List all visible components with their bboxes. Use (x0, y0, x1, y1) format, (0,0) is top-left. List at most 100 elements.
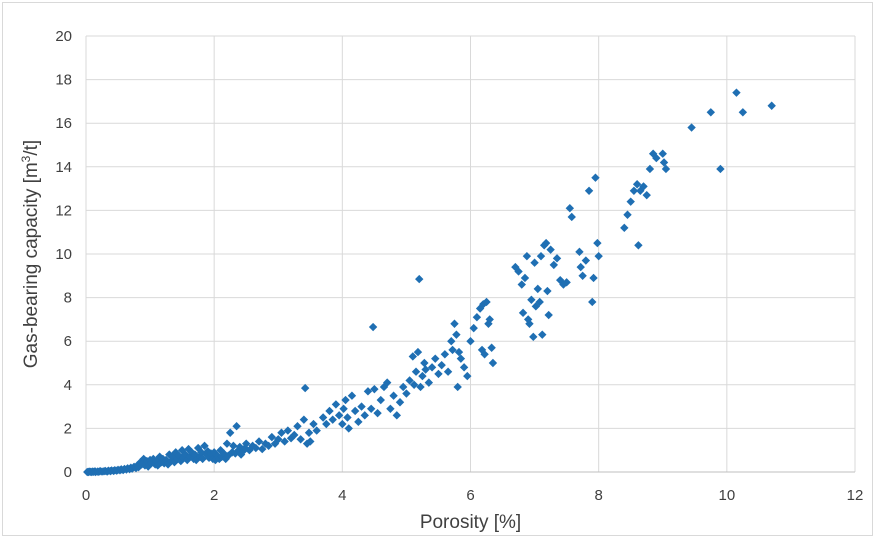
data-point (456, 354, 466, 363)
data-point (399, 382, 408, 392)
data-point (274, 435, 283, 444)
data-point (312, 426, 321, 435)
x-tick-label: 12 (847, 487, 864, 504)
data-point (738, 108, 748, 117)
data-point (634, 241, 643, 250)
x-tick-label: 8 (594, 487, 602, 504)
data-point (392, 411, 402, 420)
data-point (576, 262, 585, 272)
y-tick-label: 2 (64, 420, 72, 437)
data-point (652, 153, 661, 163)
data-point (469, 323, 478, 333)
data-point (411, 367, 421, 376)
data-point (594, 251, 603, 261)
data-point (472, 313, 482, 322)
data-point (541, 238, 551, 248)
data-point (415, 274, 424, 284)
data-point (299, 415, 309, 424)
data-point (408, 352, 418, 361)
data-point (636, 186, 645, 195)
data-point (357, 402, 366, 411)
data-point (535, 297, 544, 307)
data-point (382, 378, 392, 387)
data-point (549, 260, 559, 270)
y-axis-title: Gas-bearing capacity [m3/t] (19, 140, 42, 368)
data-point (565, 204, 575, 213)
data-point (405, 376, 414, 385)
data-point (174, 451, 184, 460)
y-tick-label: 16 (55, 115, 72, 132)
data-point (620, 223, 629, 233)
y-tick-label: 8 (64, 290, 72, 307)
data-point (334, 411, 344, 420)
data-point (591, 173, 600, 182)
data-point (450, 319, 459, 328)
data-point (225, 428, 235, 437)
y-tick-label: 18 (55, 72, 72, 89)
data-point (300, 383, 310, 393)
data-point (366, 404, 376, 413)
y-tick-label: 12 (55, 202, 72, 219)
data-point (448, 345, 457, 355)
x-axis-title: Porosity [%] (420, 512, 521, 533)
data-point (421, 365, 430, 374)
data-point (520, 273, 530, 283)
data-point (434, 369, 443, 379)
data-point (447, 337, 456, 346)
data-point (251, 443, 261, 453)
x-tick-label: 10 (718, 487, 735, 504)
gridlines (85, 35, 856, 472)
data-point (706, 108, 716, 117)
data-point (658, 149, 667, 158)
data-point (552, 254, 562, 263)
data-point (626, 197, 635, 206)
data-point (629, 186, 639, 195)
data-point (343, 413, 352, 422)
data-point (581, 256, 591, 265)
data-point (424, 378, 434, 387)
data-point (328, 415, 337, 424)
data-point (304, 428, 314, 437)
data-point (373, 408, 382, 418)
data-point (452, 330, 461, 339)
data-point (536, 251, 546, 261)
data-point (482, 297, 491, 307)
data-point (325, 406, 334, 416)
data-point (306, 437, 315, 446)
data-point (562, 278, 571, 287)
data-point (322, 419, 331, 429)
data-point (159, 459, 169, 468)
data-point (389, 391, 398, 400)
data-point (623, 210, 632, 219)
data-point (522, 251, 532, 261)
data-point (222, 439, 232, 448)
y-tick-label: 10 (55, 246, 72, 263)
data-point (578, 271, 587, 280)
data-point (546, 245, 555, 254)
data-point (242, 439, 251, 448)
data-point (463, 371, 472, 381)
data-point (645, 164, 655, 174)
data-point (341, 395, 350, 405)
data-point (514, 267, 523, 276)
data-point (527, 295, 536, 304)
data-point (567, 212, 576, 222)
data-point (485, 315, 494, 324)
data-point (575, 247, 584, 257)
data-point (331, 400, 341, 409)
data-point (283, 426, 293, 435)
data-point (661, 164, 671, 174)
y-tick-label: 20 (55, 28, 72, 45)
data-point (687, 123, 696, 132)
data-point (533, 284, 542, 294)
scatter-chart: 0 2 4 6 8 10 12 0 2 4 6 8 10 12 14 16 18 20 Porosity [%]… (19, 28, 864, 533)
data-point (427, 363, 437, 372)
y-tick-labels: 0 2 4 6 8 10 12 14 16 18 20 (55, 28, 72, 481)
y-tick-label: 0 (64, 464, 72, 481)
data-point (648, 149, 658, 158)
data-point (344, 424, 353, 433)
x-tick-label: 0 (82, 487, 90, 504)
data-point (543, 286, 552, 296)
data-point (395, 398, 405, 407)
